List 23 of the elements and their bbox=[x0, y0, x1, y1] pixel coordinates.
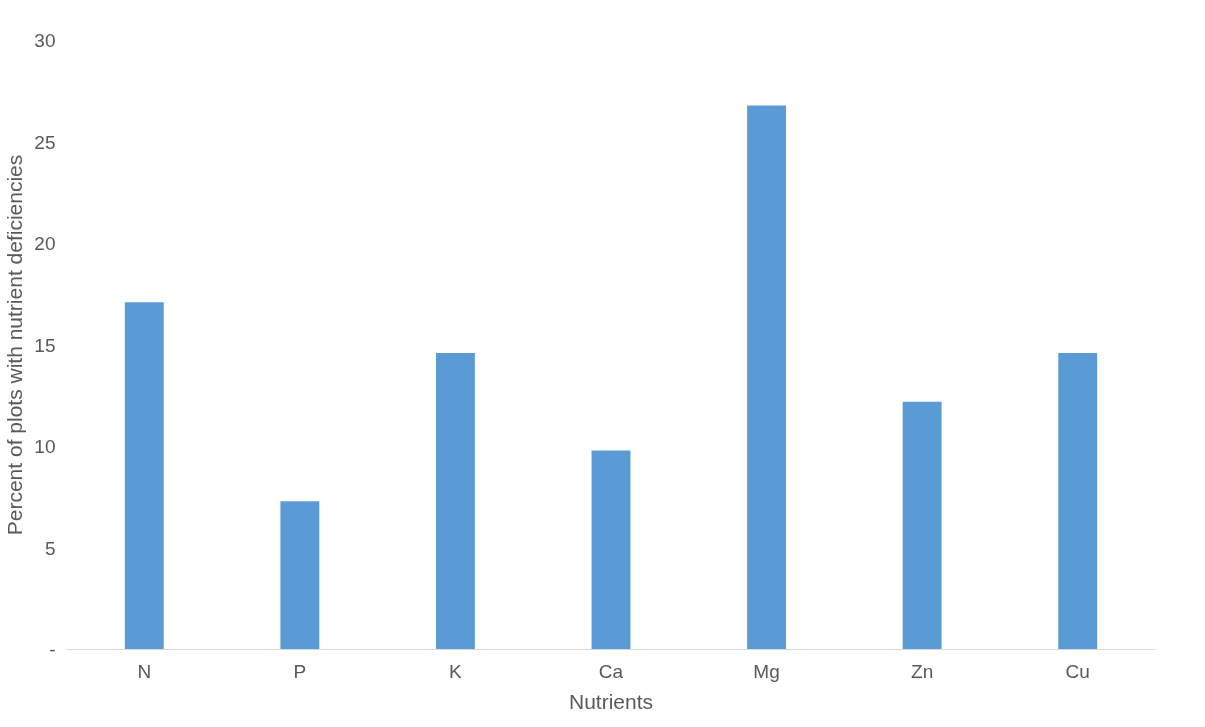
y-axis-title: Percent of plots with nutrient deficiencies bbox=[3, 154, 27, 536]
y-tick-label: 30 bbox=[34, 30, 56, 51]
x-tick-label: Ca bbox=[598, 660, 624, 682]
y-tick-label: - bbox=[49, 639, 56, 660]
bar bbox=[1058, 353, 1098, 650]
bar bbox=[435, 353, 475, 650]
bar bbox=[591, 450, 631, 650]
y-tick-label: 20 bbox=[34, 233, 56, 254]
y-tick-label: 15 bbox=[34, 334, 56, 356]
bar bbox=[124, 302, 164, 650]
x-axis-title: Nutrients bbox=[568, 689, 654, 713]
x-tick-label: Mg bbox=[753, 660, 780, 682]
y-tick-label: 5 bbox=[44, 537, 56, 559]
x-tick-label: K bbox=[449, 660, 463, 682]
x-tick-label: P bbox=[293, 660, 307, 682]
x-tick-label: Zn bbox=[911, 660, 934, 682]
x-tick-label: N bbox=[137, 660, 152, 682]
bar bbox=[280, 501, 320, 650]
bar bbox=[747, 105, 787, 650]
y-tick-label: 10 bbox=[34, 436, 56, 457]
bar bbox=[902, 401, 942, 650]
x-tick-label: Cu bbox=[1065, 660, 1090, 682]
y-tick-label: 25 bbox=[34, 131, 56, 153]
